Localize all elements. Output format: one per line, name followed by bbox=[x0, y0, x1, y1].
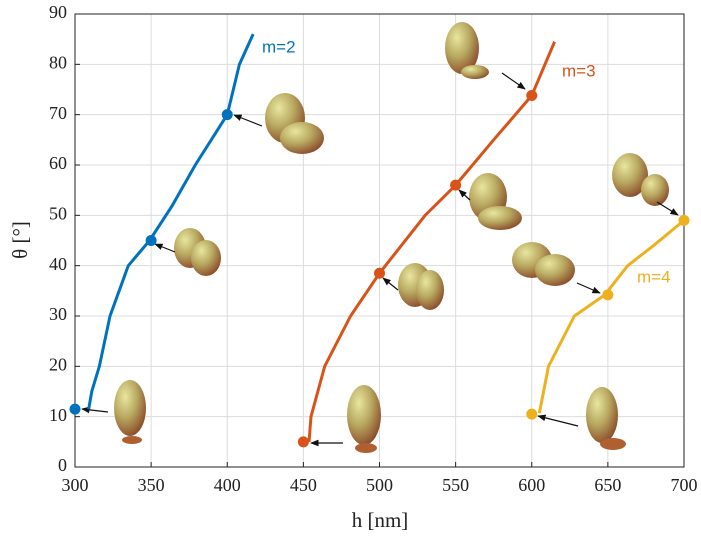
y-tick-label: 0 bbox=[58, 455, 67, 475]
x-tick-label: 450 bbox=[290, 475, 317, 495]
series-line bbox=[537, 219, 685, 414]
arrow bbox=[656, 201, 679, 216]
series-label: m=4 bbox=[637, 267, 671, 286]
pattern-inset bbox=[174, 228, 221, 276]
data-point bbox=[526, 90, 538, 102]
series-line bbox=[87, 33, 255, 410]
pattern-inset bbox=[612, 153, 669, 206]
series-label: m=2 bbox=[262, 37, 296, 56]
y-tick-label: 20 bbox=[49, 354, 67, 374]
data-point bbox=[678, 214, 690, 226]
pattern-inset bbox=[114, 380, 146, 444]
grid bbox=[74, 13, 685, 468]
series-label: m=3 bbox=[562, 61, 596, 80]
x-tick-label: 500 bbox=[366, 475, 393, 495]
plot-frame bbox=[74, 13, 685, 468]
arrow bbox=[382, 277, 399, 291]
data-point bbox=[69, 403, 81, 415]
data-point bbox=[450, 179, 462, 191]
y-tick-label: 30 bbox=[49, 304, 67, 324]
series bbox=[69, 33, 690, 448]
arrow bbox=[154, 243, 176, 253]
y-tick-label: 10 bbox=[49, 405, 67, 425]
arrow bbox=[458, 189, 471, 201]
pattern-inset bbox=[398, 263, 444, 310]
pattern-inset bbox=[347, 385, 381, 453]
pattern-inset bbox=[469, 173, 522, 230]
x-tick-label: 700 bbox=[671, 475, 698, 495]
x-tick-label: 300 bbox=[62, 475, 89, 495]
pattern-inset bbox=[265, 93, 324, 154]
arrow bbox=[233, 114, 263, 127]
data-point bbox=[526, 408, 538, 420]
x-tick-label: 400 bbox=[214, 475, 241, 495]
x-tick-label: 650 bbox=[594, 475, 621, 495]
arrow bbox=[537, 414, 579, 427]
data-point bbox=[145, 235, 157, 246]
pattern-inset bbox=[512, 242, 575, 286]
x-tick-label: 350 bbox=[138, 475, 165, 495]
data-point bbox=[602, 289, 614, 301]
x-tick-label: 550 bbox=[442, 475, 469, 495]
pattern-inset bbox=[586, 387, 626, 450]
x-axis-label: h [nm] bbox=[352, 508, 409, 532]
data-point bbox=[374, 267, 385, 279]
y-tick-label: 90 bbox=[49, 2, 67, 22]
pattern-inset bbox=[445, 22, 489, 79]
data-point bbox=[297, 436, 309, 448]
arrow bbox=[576, 282, 601, 294]
insets bbox=[81, 22, 679, 453]
y-tick-label: 50 bbox=[49, 203, 67, 223]
y-tick-label: 70 bbox=[49, 103, 67, 123]
y-tick-label: 80 bbox=[49, 52, 67, 72]
arrow bbox=[81, 406, 109, 414]
data-point bbox=[221, 109, 233, 121]
y-tick-label: 60 bbox=[49, 153, 67, 173]
y-tick-label: 40 bbox=[49, 254, 67, 274]
arrow bbox=[501, 72, 526, 90]
series-line bbox=[307, 41, 556, 442]
y-axis-label: θ [°] bbox=[8, 221, 32, 259]
x-tick-label: 600 bbox=[518, 475, 545, 495]
